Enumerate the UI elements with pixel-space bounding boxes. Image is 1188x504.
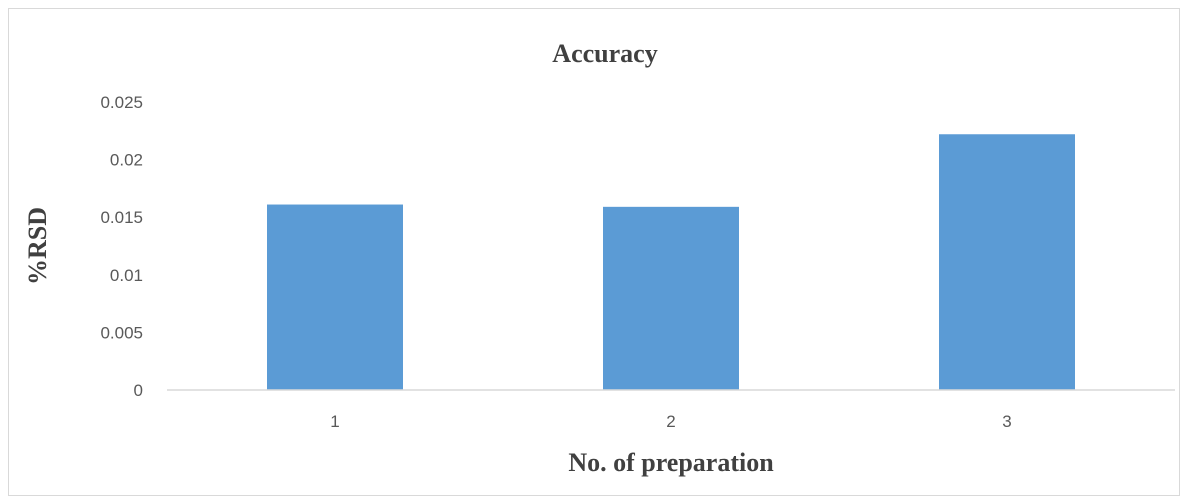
y-tick-label: 0 <box>134 381 143 400</box>
y-tick-label: 0.005 <box>100 323 143 342</box>
y-tick-label: 0.025 <box>100 93 143 112</box>
y-tick-label: 0.015 <box>100 208 143 227</box>
bar-2 <box>603 206 739 390</box>
bar-chart: Accuracy %RSD No. of preparation 00.0050… <box>23 39 1175 477</box>
bar-1 <box>267 204 403 390</box>
bars <box>267 134 1075 390</box>
x-tick-label: 2 <box>666 412 675 431</box>
y-axis-ticks: 0 0.005 0.01 0.015 0.02 0.025 <box>100 93 143 400</box>
bar-3 <box>939 134 1075 390</box>
x-tick-label: 1 <box>330 412 339 431</box>
x-axis-label: No. of preparation <box>568 448 774 477</box>
x-axis-ticks: 1 2 3 <box>330 412 1011 431</box>
y-axis-label: %RSD <box>23 207 52 285</box>
chart-title: Accuracy <box>552 39 657 68</box>
y-tick-label: 0.01 <box>110 266 143 285</box>
chart-area: Accuracy %RSD No. of preparation 0 0.005 0… <box>8 8 1180 496</box>
x-tick-label: 3 <box>1002 412 1011 431</box>
y-tick-label: 0.02 <box>110 151 143 170</box>
